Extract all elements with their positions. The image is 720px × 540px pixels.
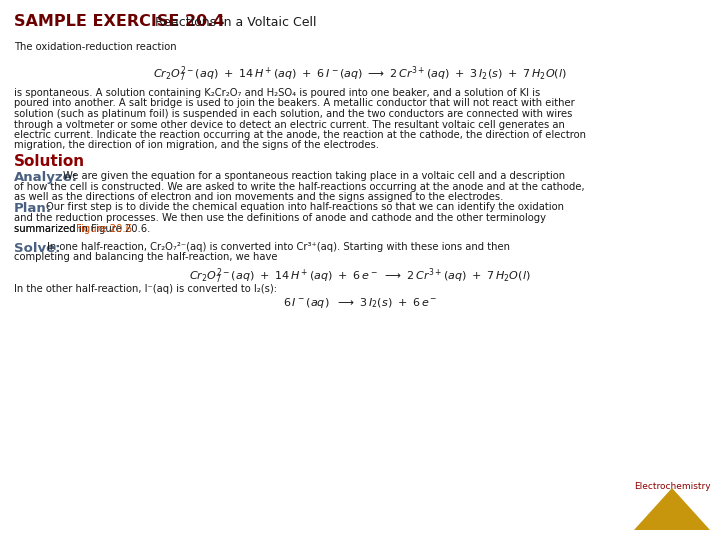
- Text: The oxidation-reduction reaction: The oxidation-reduction reaction: [14, 42, 176, 52]
- Text: Plan:: Plan:: [14, 202, 52, 215]
- Text: In one half-reaction, Cr₂O₇²⁻(aq) is converted into Cr³⁺(aq). Starting with thes: In one half-reaction, Cr₂O₇²⁻(aq) is con…: [47, 242, 510, 252]
- Text: poured into another. A salt bridge is used to join the beakers. A metallic condu: poured into another. A salt bridge is us…: [14, 98, 575, 109]
- Text: as well as the directions of electron and ion movements and the signs assigned t: as well as the directions of electron an…: [14, 192, 503, 202]
- Text: $Cr_2O_7^{2-}(aq)\ +\ 14\,H^+(aq)\ +\ 6\,I^-(aq)\ \longrightarrow\ 2\,Cr^{3+}(aq: $Cr_2O_7^{2-}(aq)\ +\ 14\,H^+(aq)\ +\ 6\…: [153, 64, 567, 84]
- Text: completing and balancing the half-reaction, we have: completing and balancing the half-reacti…: [14, 253, 277, 262]
- Text: Electrochemistry: Electrochemistry: [634, 482, 711, 491]
- Text: We are given the equation for a spontaneous reaction taking place in a voltaic c: We are given the equation for a spontane…: [63, 171, 565, 181]
- Text: $Cr_2O_7^{2-}(aq)\ +\ 14\,H^+(aq)\ +\ 6\,e^-\ \longrightarrow\ 2\,Cr^{3+}(aq)\ +: $Cr_2O_7^{2-}(aq)\ +\ 14\,H^+(aq)\ +\ 6\…: [189, 266, 531, 286]
- Text: is spontaneous. A solution containing K₂Cr₂O₇ and H₂SO₄ is poured into one beake: is spontaneous. A solution containing K₂…: [14, 88, 540, 98]
- Text: Solution: Solution: [14, 154, 85, 169]
- Text: Our first step is to divide the chemical equation into half-reactions so that we: Our first step is to divide the chemical…: [46, 202, 564, 213]
- Text: Reactions in a Voltaic Cell: Reactions in a Voltaic Cell: [155, 16, 317, 29]
- Text: through a voltmeter or some other device to detect an electric current. The resu: through a voltmeter or some other device…: [14, 119, 565, 130]
- Text: of how the cell is constructed. We are asked to write the half-reactions occurri: of how the cell is constructed. We are a…: [14, 181, 585, 192]
- Text: electric current. Indicate the reaction occurring at the anode, the reaction at : electric current. Indicate the reaction …: [14, 130, 586, 140]
- Text: $6\,I^-(aq)\ \ \longrightarrow\ 3\,I_2(s)\ +\ 6\,e^-$: $6\,I^-(aq)\ \ \longrightarrow\ 3\,I_2(s…: [283, 296, 437, 310]
- Text: Figure 20.6: Figure 20.6: [76, 224, 132, 233]
- Text: summarized in Figure 20.6.: summarized in Figure 20.6.: [14, 224, 150, 233]
- Text: migration, the direction of ion migration, and the signs of the electrodes.: migration, the direction of ion migratio…: [14, 140, 379, 151]
- Text: Analyze:: Analyze:: [14, 171, 78, 184]
- Text: In the other half-reaction, I⁻(aq) is converted to I₂(s):: In the other half-reaction, I⁻(aq) is co…: [14, 284, 277, 294]
- Text: and the reduction processes. We then use the definitions of anode and cathode an: and the reduction processes. We then use…: [14, 213, 546, 223]
- Text: SAMPLE EXERCISE 20.4: SAMPLE EXERCISE 20.4: [14, 14, 225, 29]
- Text: summarized in: summarized in: [14, 224, 91, 233]
- Text: Solve:: Solve:: [14, 242, 60, 255]
- Text: solution (such as platinum foil) is suspended in each solution, and the two cond: solution (such as platinum foil) is susp…: [14, 109, 572, 119]
